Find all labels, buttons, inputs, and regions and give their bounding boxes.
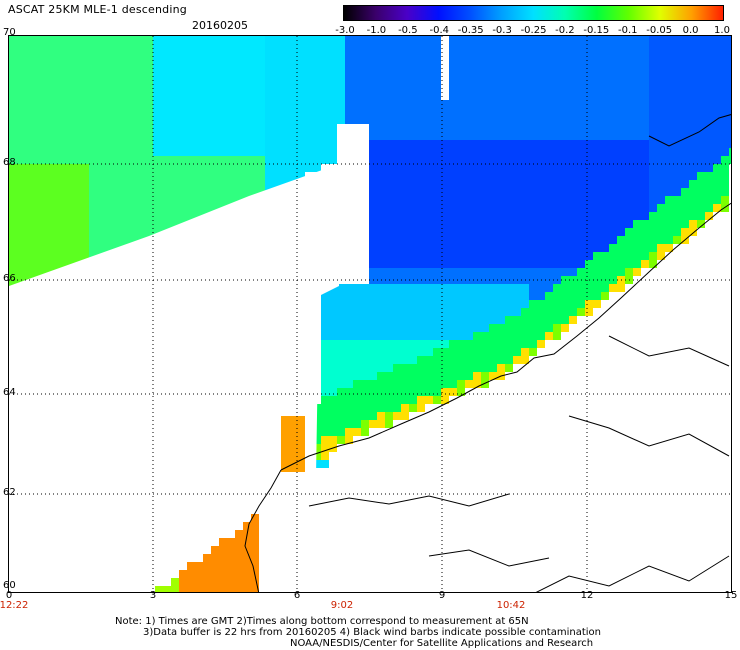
- pass-time-label: 12:22: [0, 600, 29, 611]
- product-date: 20160205: [192, 19, 248, 32]
- color-scale-tick-label: -0.1: [617, 25, 638, 36]
- color-scale-tick-label: -0.15: [583, 25, 610, 36]
- lat-label: 70: [3, 27, 16, 38]
- lon-label: 3: [149, 590, 157, 601]
- map-panel: [8, 35, 732, 593]
- lon-label: 6: [293, 590, 301, 601]
- color-scale-tick-label: -0.05: [646, 25, 673, 36]
- color-scale-tick-label: 0.0: [682, 25, 699, 36]
- color-scale-tick-label: -0.4: [429, 25, 450, 36]
- pass-time-label: 10:42: [496, 600, 526, 611]
- lat-label: 64: [3, 387, 16, 398]
- wind-data-map: [9, 36, 731, 592]
- color-scale-bar: [343, 5, 724, 21]
- color-scale-tick-label: -1.0: [366, 25, 387, 36]
- color-scale-tick-label: -3.0: [335, 25, 355, 36]
- color-scale-tick-label: 1.0: [714, 25, 730, 36]
- product-title: ASCAT 25KM MLE-1 descending: [8, 3, 187, 16]
- lat-label: 60: [3, 580, 16, 591]
- lat-label: 62: [3, 487, 16, 498]
- color-scale-tick-label: -0.2: [555, 25, 575, 36]
- note-line-1: Note: 1) Times are GMT 2)Times along bot…: [115, 616, 529, 627]
- lat-lon-grid: [9, 36, 731, 592]
- coastline: [244, 114, 731, 592]
- lat-label: 68: [3, 157, 16, 168]
- pass-time-label: 9:02: [330, 600, 354, 611]
- color-scale-tick-label: -0.5: [398, 25, 418, 36]
- note-line-2: 3)Data buffer is 22 hrs from 20160205 4)…: [143, 627, 601, 638]
- color-scale-tick-label: -0.35: [457, 25, 484, 36]
- lon-label: 9: [438, 590, 446, 601]
- color-scale-tick-label: -0.3: [492, 25, 512, 36]
- lat-label: 66: [3, 273, 16, 284]
- lon-label: 12: [580, 590, 594, 601]
- lon-label: 15: [724, 590, 738, 601]
- note-line-3: NOAA/NESDIS/Center for Satellite Applica…: [290, 638, 594, 649]
- data-swath: [9, 36, 731, 592]
- color-scale-tick-label: -0.25: [520, 25, 547, 36]
- lon-label: 0: [5, 590, 13, 601]
